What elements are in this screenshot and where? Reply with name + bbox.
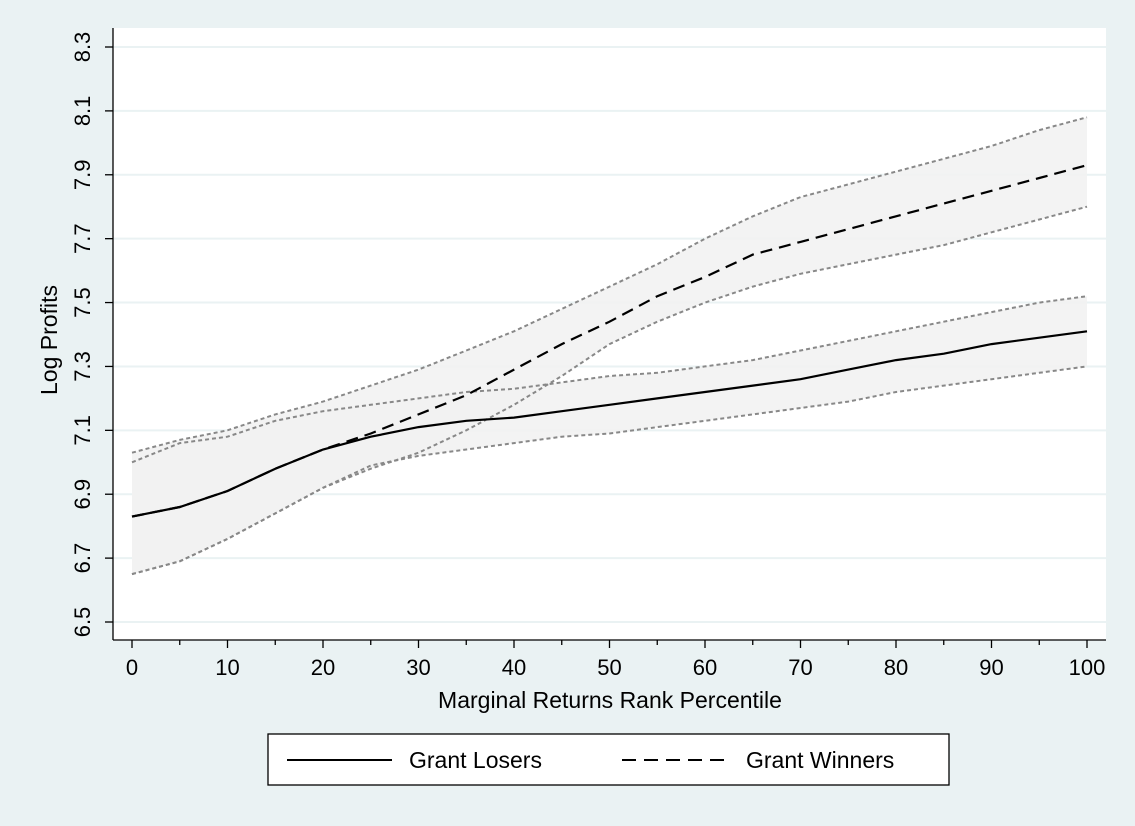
y-tick-label-7.5: 7.5 xyxy=(70,287,95,318)
x-tick-label-80: 80 xyxy=(884,655,908,680)
y-tick-label-6.5: 6.5 xyxy=(70,607,95,638)
ci-band-1 xyxy=(132,117,1087,575)
ci-lower-line-0 xyxy=(131,365,1088,576)
y-tick-label-6.7: 6.7 xyxy=(70,543,95,574)
y-axis-ticks: 6.5 6.7 6.9 7.1 7.3 7.5 7.7 7.9 8.1 8.3 xyxy=(70,32,113,638)
y-tick-label-8.3: 8.3 xyxy=(70,32,95,63)
x-tick-label-50: 50 xyxy=(597,655,621,680)
series-line-grant-losers xyxy=(131,330,1088,518)
y-tick-label-7.1: 7.1 xyxy=(70,415,95,446)
ci-band-0 xyxy=(132,296,1087,575)
x-tick-label-0: 0 xyxy=(126,655,138,680)
y-tick-label-8.1: 8.1 xyxy=(70,96,95,127)
y-tick-label-7.9: 7.9 xyxy=(70,159,95,190)
ci-upper-line-1 xyxy=(131,116,1088,454)
ci-lower-line-1 xyxy=(131,205,1088,576)
x-axis-ticks: 0 10 20 30 40 50 60 70 80 90 100 xyxy=(126,640,1105,680)
legend-label-grant-losers: Grant Losers xyxy=(409,747,542,773)
x-tick-label-70: 70 xyxy=(788,655,812,680)
y-axis-title: Log Profits xyxy=(36,285,62,395)
confidence-bands xyxy=(131,116,1088,576)
x-axis-title: Marginal Returns Rank Percentile xyxy=(438,687,782,713)
y-tick-label-7.3: 7.3 xyxy=(70,351,95,382)
x-tick-label-10: 10 xyxy=(215,655,239,680)
x-tick-label-40: 40 xyxy=(502,655,526,680)
y-tick-label-7.7: 7.7 xyxy=(70,223,95,254)
y-tick-label-6.9: 6.9 xyxy=(70,479,95,510)
x-tick-label-100: 100 xyxy=(1069,655,1106,680)
legend-label-grant-winners: Grant Winners xyxy=(746,747,894,773)
x-tick-label-30: 30 xyxy=(406,655,430,680)
x-tick-label-60: 60 xyxy=(693,655,717,680)
legend: Grant Losers Grant Winners xyxy=(267,733,950,786)
x-tick-label-90: 90 xyxy=(979,655,1003,680)
series-lines xyxy=(131,164,1088,518)
x-tick-label-20: 20 xyxy=(311,655,335,680)
series-line-grant-winners xyxy=(131,164,1088,518)
